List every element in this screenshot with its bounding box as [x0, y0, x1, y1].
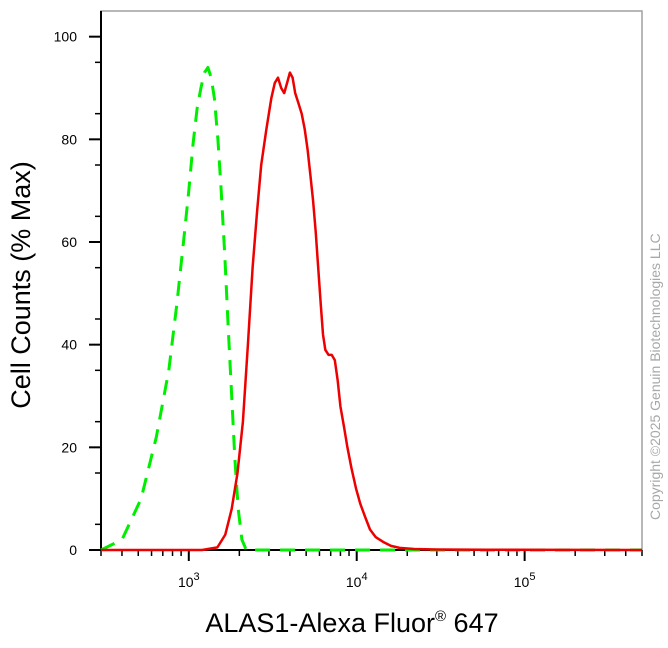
- x-axis-title: ALAS1-Alexa Fluor® 647: [205, 608, 498, 638]
- y-tick-label: 80: [61, 131, 77, 147]
- x-tick-label: 104: [346, 571, 368, 590]
- y-tick-label: 20: [61, 439, 77, 455]
- series-layer: [100, 66, 643, 552]
- y-tick-label: 60: [61, 234, 77, 250]
- histogram-series-line-1: [100, 66, 642, 552]
- histogram-series-line-2: [101, 71, 643, 552]
- y-tick-label: 40: [61, 337, 77, 353]
- x-tick-label: 103: [178, 571, 200, 590]
- plot-frame: [100, 10, 643, 551]
- y-axis-ticks: 0 20 40 60 80 100: [54, 29, 101, 558]
- x-axis-title-main: ALAS1-Alexa Fluor: [205, 608, 435, 638]
- x-axis-ticks: 103 104 105: [100, 550, 643, 590]
- y-tick-label: 100: [54, 29, 78, 45]
- y-axis-title: Cell Counts (% Max): [6, 161, 36, 409]
- y-tick-label: 0: [69, 542, 77, 558]
- copyright-watermark: Copyright ©2025 Genuin Biotechnologies L…: [647, 233, 663, 520]
- x-axis-title-registered: ®: [435, 608, 446, 625]
- x-axis-title-suffix: 647: [446, 608, 499, 638]
- x-tick-label: 105: [514, 571, 536, 590]
